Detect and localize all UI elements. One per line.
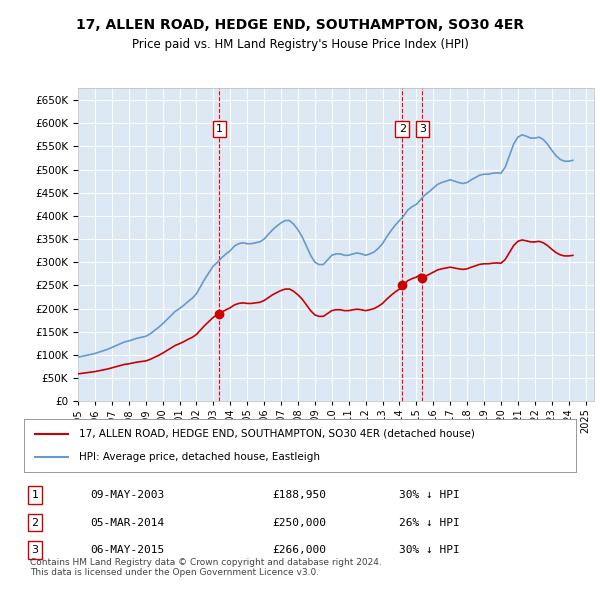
Text: Price paid vs. HM Land Registry's House Price Index (HPI): Price paid vs. HM Land Registry's House … [131, 38, 469, 51]
Text: 2: 2 [399, 124, 406, 134]
Text: 2: 2 [31, 517, 38, 527]
Text: £188,950: £188,950 [272, 490, 326, 500]
Text: 17, ALLEN ROAD, HEDGE END, SOUTHAMPTON, SO30 4ER: 17, ALLEN ROAD, HEDGE END, SOUTHAMPTON, … [76, 18, 524, 32]
Text: 06-MAY-2015: 06-MAY-2015 [90, 545, 164, 555]
Text: 26% ↓ HPI: 26% ↓ HPI [400, 517, 460, 527]
Text: £266,000: £266,000 [272, 545, 326, 555]
Text: 30% ↓ HPI: 30% ↓ HPI [400, 545, 460, 555]
Text: 09-MAY-2003: 09-MAY-2003 [90, 490, 164, 500]
Text: 17, ALLEN ROAD, HEDGE END, SOUTHAMPTON, SO30 4ER (detached house): 17, ALLEN ROAD, HEDGE END, SOUTHAMPTON, … [79, 429, 475, 439]
Text: HPI: Average price, detached house, Eastleigh: HPI: Average price, detached house, East… [79, 452, 320, 462]
Text: 1: 1 [32, 490, 38, 500]
Text: 1: 1 [216, 124, 223, 134]
Text: Contains HM Land Registry data © Crown copyright and database right 2024.
This d: Contains HM Land Registry data © Crown c… [30, 558, 382, 577]
Text: £250,000: £250,000 [272, 517, 326, 527]
Text: 30% ↓ HPI: 30% ↓ HPI [400, 490, 460, 500]
Text: 3: 3 [32, 545, 38, 555]
Text: 05-MAR-2014: 05-MAR-2014 [90, 517, 164, 527]
Text: 3: 3 [419, 124, 426, 134]
